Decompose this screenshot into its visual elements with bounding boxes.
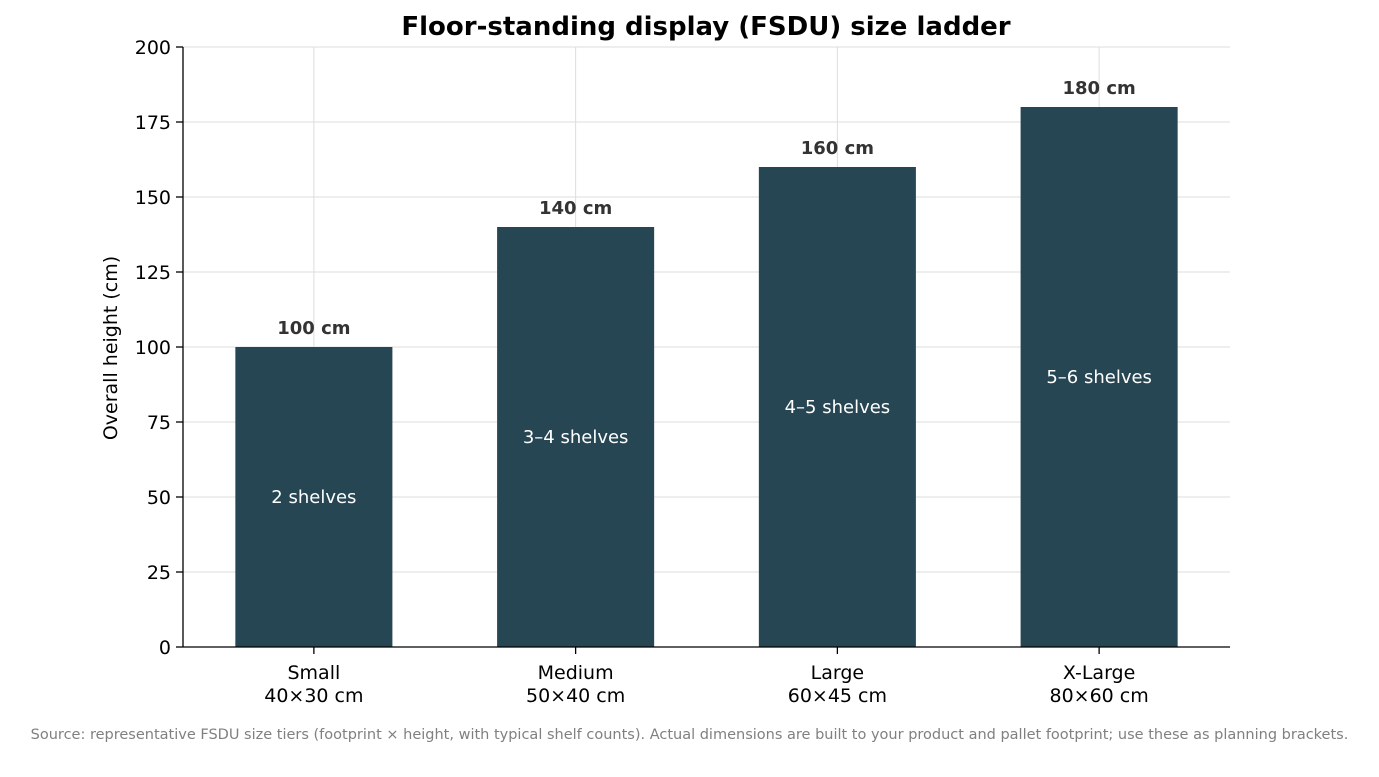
x-tick-label-footprint: 80×60 cm: [1049, 685, 1148, 707]
bar-x-large: [1020, 107, 1178, 647]
bar-value-label: 140 cm: [539, 198, 612, 219]
chart-title: Floor-standing display (FSDU) size ladde…: [401, 12, 1010, 42]
x-tick-label-name: X-Large: [1063, 662, 1135, 684]
source-note: Source: representative FSDU size tiers (…: [0, 726, 1379, 744]
source-note-text: Source: representative FSDU size tiers (…: [30, 727, 1349, 743]
y-tick-label: 200: [135, 37, 171, 59]
x-tick-label-name: Medium: [538, 662, 614, 684]
bar-shelf-label: 4–5 shelves: [785, 397, 891, 418]
axes: [176, 46, 1230, 654]
bar-value-label: 100 cm: [277, 318, 350, 339]
y-tick-label: 0: [159, 637, 171, 659]
x-tick-label-footprint: 50×40 cm: [526, 685, 625, 707]
x-tick-label-footprint: 40×30 cm: [264, 685, 363, 707]
y-tick-label: 125: [135, 262, 171, 284]
bar-shelf-label: 5–6 shelves: [1046, 367, 1152, 388]
y-tick-label: 150: [135, 187, 171, 209]
bar-small: [235, 347, 393, 647]
y-tick-label: 25: [147, 562, 171, 584]
bar-shelf-label: 3–4 shelves: [523, 427, 629, 448]
bar-large: [758, 167, 916, 647]
y-tick-label: 75: [147, 412, 171, 434]
x-tick-label-name: Large: [811, 662, 864, 684]
y-tick-label: 50: [147, 487, 171, 509]
x-tick-label-footprint: 60×45 cm: [788, 685, 887, 707]
y-tick-label: 100: [135, 337, 171, 359]
bar-medium: [497, 227, 655, 647]
bar-value-label: 180 cm: [1062, 78, 1135, 99]
bar-value-label: 160 cm: [801, 138, 874, 159]
fsdu-bar-chart: Floor-standing display (FSDU) size ladde…: [100, 12, 1230, 707]
y-axis-label: Overall height (cm): [100, 256, 122, 440]
bar-shelf-label: 2 shelves: [271, 487, 356, 508]
y-tick-label: 175: [135, 112, 171, 134]
bars: [235, 107, 1178, 647]
x-tick-label-name: Small: [287, 662, 340, 684]
